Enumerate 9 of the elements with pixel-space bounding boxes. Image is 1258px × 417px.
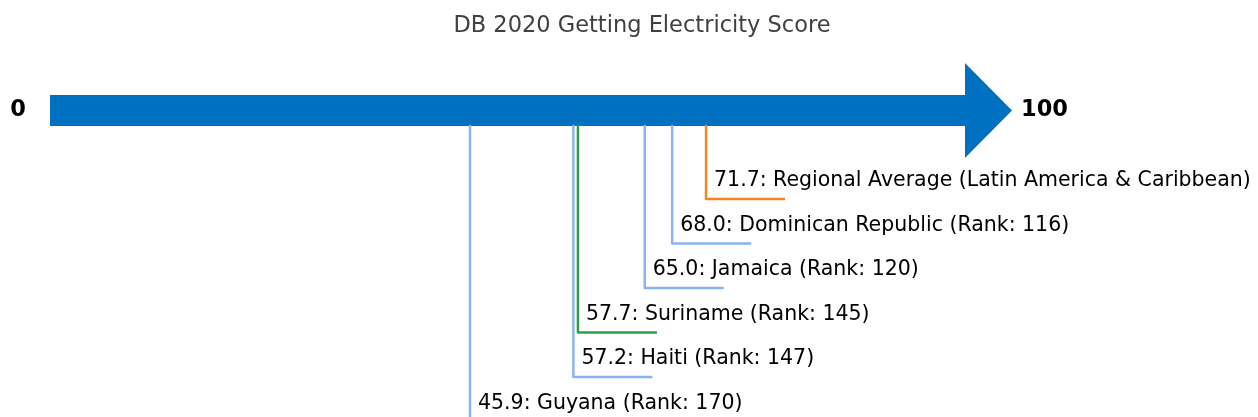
- text: 100: [1021, 95, 1068, 122]
- data-label: 57.7: Suriname (Rank: 145): [585, 300, 870, 325]
- data-label: 57.2: Haiti (Rank: 147): [581, 345, 815, 370]
- text: DB 2020 Getting Electricity Score: [453, 10, 831, 37]
- text: 0: [10, 95, 26, 122]
- data-label: 68.0: Dominican Republic (Rank: 116): [680, 211, 1070, 236]
- data-label: 45.9: Guyana (Rank: 170): [477, 389, 743, 414]
- data-label: 65.0: Jamaica (Rank: 120): [652, 256, 919, 281]
- data-label: 71.7: Regional Average (Latin America & Caribbean): [714, 167, 1251, 192]
